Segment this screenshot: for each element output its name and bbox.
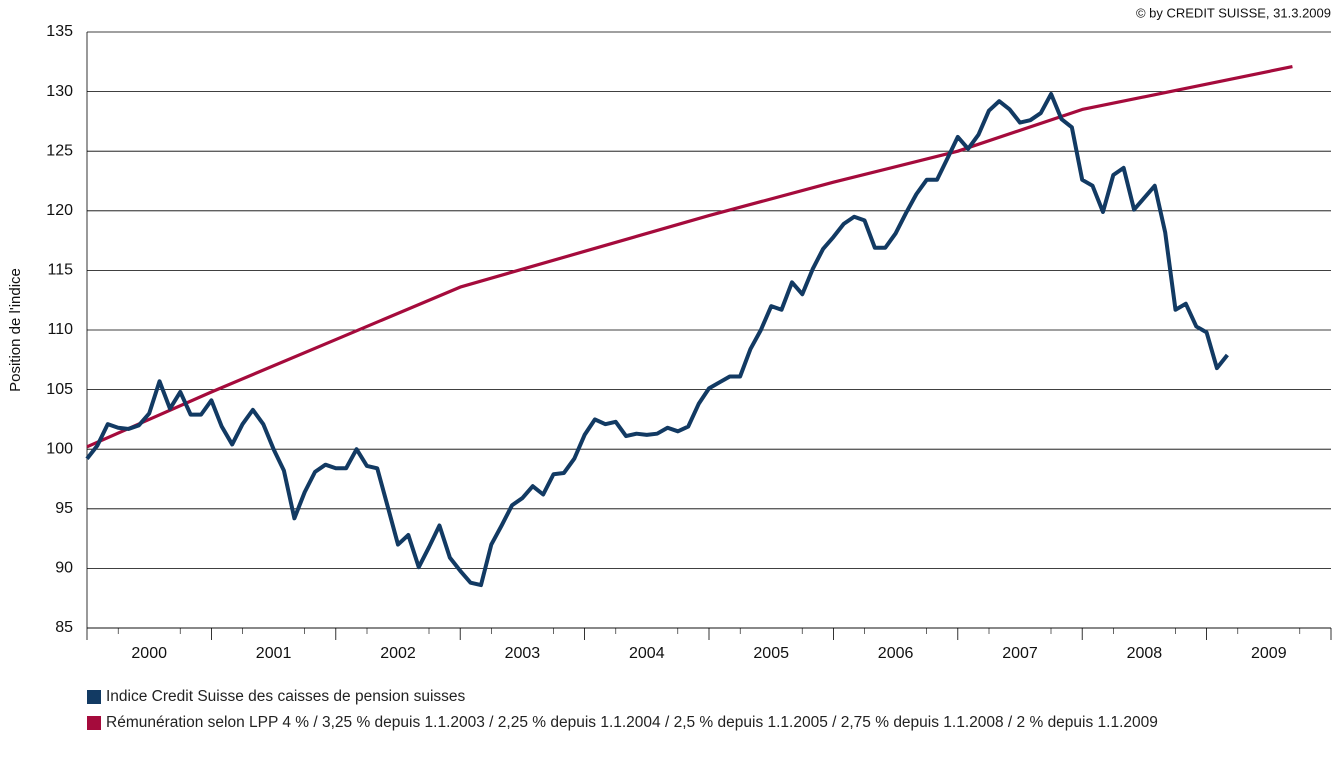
x-tick-label: 2006 [878,645,914,662]
y-axis-label: Position de l'indice [7,268,24,392]
legend-item: Rémunération selon LPP 4 % / 3,25 % depu… [87,710,1317,736]
legend-swatch [87,690,101,704]
legend-swatch [87,716,101,730]
y-tick-label: 100 [46,440,73,457]
y-tick-label: 120 [46,202,73,219]
y-tick-label: 95 [55,500,73,517]
x-tick-label: 2003 [505,645,541,662]
y-tick-label: 90 [55,560,73,577]
y-tick-label: 130 [46,83,73,100]
y-tick-label: 105 [46,381,73,398]
chart: © by CREDIT SUISSE, 31.3.2009 Position d… [7,5,1332,662]
x-tick-label: 2000 [131,645,167,662]
series-line [85,91,1229,588]
y-tick-label: 115 [47,262,73,279]
x-tick-label: 2005 [753,645,789,662]
x-tick-label: 2001 [256,645,292,662]
x-tick-label: 2004 [629,645,665,662]
legend-label: Indice Credit Suisse des caisses de pens… [106,688,466,705]
y-tick-label: 125 [46,142,73,159]
series-line [86,65,1293,449]
x-tick-label: 2008 [1127,645,1163,662]
y-tick-label: 85 [55,619,73,636]
legend-item: Indice Credit Suisse des caisses de pens… [87,684,1317,710]
y-tick-label: 110 [47,321,73,338]
y-tick-label: 135 [46,23,73,40]
source-note: © by CREDIT SUISSE, 31.3.2009 [1136,5,1331,20]
x-tick-label: 2009 [1251,645,1287,662]
legend-label: Rémunération selon LPP 4 % / 3,25 % depu… [106,714,1158,731]
x-tick-label: 2002 [380,645,416,662]
x-tick-label: 2007 [1002,645,1038,662]
legend: Indice Credit Suisse des caisses de pens… [87,684,1317,736]
